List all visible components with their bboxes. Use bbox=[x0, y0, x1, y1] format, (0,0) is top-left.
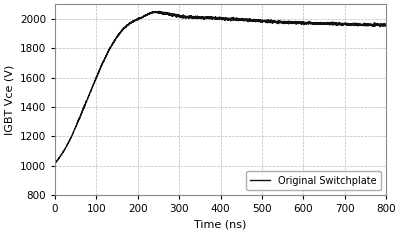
Original Switchplate bbox=[180, 16, 184, 19]
X-axis label: Time (ns): Time (ns) bbox=[194, 220, 247, 230]
Original Switchplate bbox=[342, 22, 346, 25]
Original Switchplate bbox=[52, 161, 58, 164]
Original Switchplate bbox=[110, 43, 115, 46]
Original Switchplate bbox=[377, 24, 382, 27]
Line: Original Switchplate: Original Switchplate bbox=[55, 11, 386, 163]
Original Switchplate bbox=[90, 84, 95, 87]
Original Switchplate bbox=[157, 10, 162, 13]
Original Switchplate bbox=[384, 24, 388, 26]
Original Switchplate bbox=[194, 16, 199, 19]
Legend: Original Switchplate: Original Switchplate bbox=[246, 171, 381, 190]
Y-axis label: IGBT Vce (V): IGBT Vce (V) bbox=[4, 65, 14, 135]
